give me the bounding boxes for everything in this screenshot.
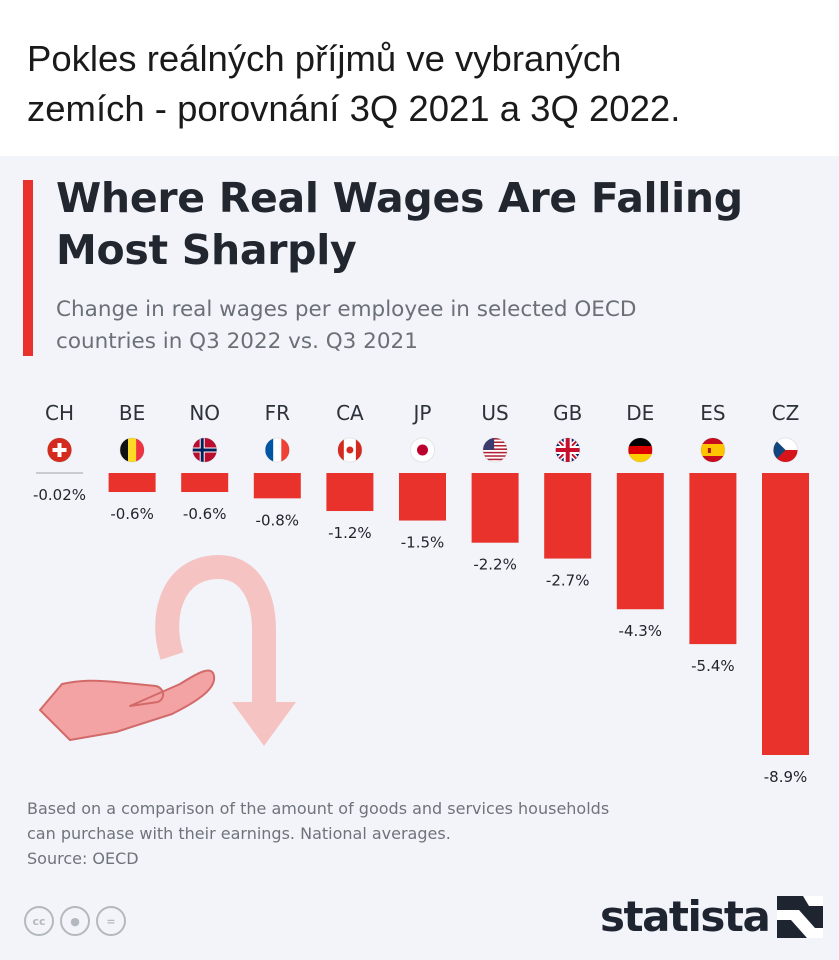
japan-flag-icon <box>410 437 435 463</box>
bar-jp <box>399 473 446 521</box>
country-code-ch: CH <box>45 401 74 425</box>
post-caption-line-1: Pokles reálných příjmů ve vybraných <box>27 38 622 79</box>
belgium-flag-icon <box>119 437 145 463</box>
chart-title: Where Real Wages Are Falling Most Sharpl… <box>56 172 826 276</box>
footnote-line-2: can purchase with their earnings. Nation… <box>27 824 451 843</box>
germany-flag-icon <box>627 437 653 463</box>
downward-arrow-decoration <box>155 555 276 705</box>
value-label-cz: -8.9% <box>764 768 808 786</box>
norway-flag-icon <box>192 437 218 463</box>
value-label-ca: -1.2% <box>328 524 372 542</box>
bar-chart: CH -0.02% BE -0.6% NO -0.6% FR -0.8% CA -1.2% JP -1… <box>33 401 809 786</box>
downward-arrow-head-decoration <box>232 702 296 746</box>
hand-icon <box>39 669 216 741</box>
cc-icon: cc <box>24 906 54 936</box>
uk-flag-icon <box>555 437 581 463</box>
country-code-jp: JP <box>412 401 432 425</box>
bar-no <box>181 473 229 493</box>
value-label-ch: -0.02% <box>33 486 86 504</box>
chart-subtitle: Change in real wages per employee in sel… <box>56 294 826 358</box>
footnote-line-1: Based on a comparison of the amount of g… <box>27 799 610 818</box>
czechia-flag-icon <box>773 437 798 463</box>
brand-name: statista <box>600 892 771 941</box>
canada-flag-icon <box>337 437 363 463</box>
chart-source: Source: OECD <box>27 849 139 868</box>
by-person-icon: ● <box>60 906 90 936</box>
chart-subtitle-line-1: Change in real wages per employee in sel… <box>56 297 637 322</box>
value-label-jp: -1.5% <box>401 534 445 552</box>
country-code-no: NO <box>189 401 220 425</box>
bar-de <box>616 473 664 610</box>
nd-equals-icon: = <box>96 906 126 936</box>
bar-fr <box>253 473 301 499</box>
value-label-us: -2.2% <box>473 556 517 574</box>
chart-footnote: Based on a comparison of the amount of g… <box>27 796 807 846</box>
usa-flag-icon <box>482 437 508 463</box>
bar-gb <box>544 473 592 559</box>
country-code-us: US <box>481 401 508 425</box>
value-label-fr: -0.8% <box>256 511 300 529</box>
post-caption-line-2: zemích - porovnání 3Q 2021 a 3Q 2022. <box>27 88 681 129</box>
value-label-be: -0.6% <box>110 505 154 523</box>
country-code-es: ES <box>700 401 725 425</box>
chart-title-line-1: Where Real Wages Are Falling <box>56 174 743 222</box>
bar-cz <box>762 473 809 755</box>
country-code-de: DE <box>626 401 654 425</box>
post-caption: Pokles reálných příjmů ve vybraných zemí… <box>27 34 817 134</box>
country-code-ca: CA <box>336 401 364 425</box>
country-code-cz: CZ <box>772 401 800 425</box>
statista-logo: statista <box>600 892 824 941</box>
chart-subtitle-line-2: countries in Q3 2022 vs. Q3 2021 <box>56 329 418 354</box>
bar-us <box>471 473 519 543</box>
statista-mark-icon <box>777 895 824 938</box>
country-code-fr: FR <box>265 401 291 425</box>
title-accent-bar <box>23 180 33 356</box>
france-flag-icon <box>264 437 290 463</box>
country-code-gb: GB <box>553 401 582 425</box>
country-code-be: BE <box>119 401 145 425</box>
chart-title-line-2: Most Sharply <box>56 226 357 274</box>
bar-be <box>108 473 156 493</box>
falling-hand-decoration <box>39 555 296 746</box>
spain-flag-icon <box>700 437 726 463</box>
switzerland-flag-icon <box>47 437 72 463</box>
license-icons: cc ● = <box>24 906 126 936</box>
bar-es <box>689 473 737 645</box>
bar-ca <box>326 473 374 512</box>
value-label-gb: -2.7% <box>546 572 590 590</box>
value-label-no: -0.6% <box>183 505 227 523</box>
value-label-es: -5.4% <box>691 657 735 675</box>
value-label-de: -4.3% <box>619 622 663 640</box>
